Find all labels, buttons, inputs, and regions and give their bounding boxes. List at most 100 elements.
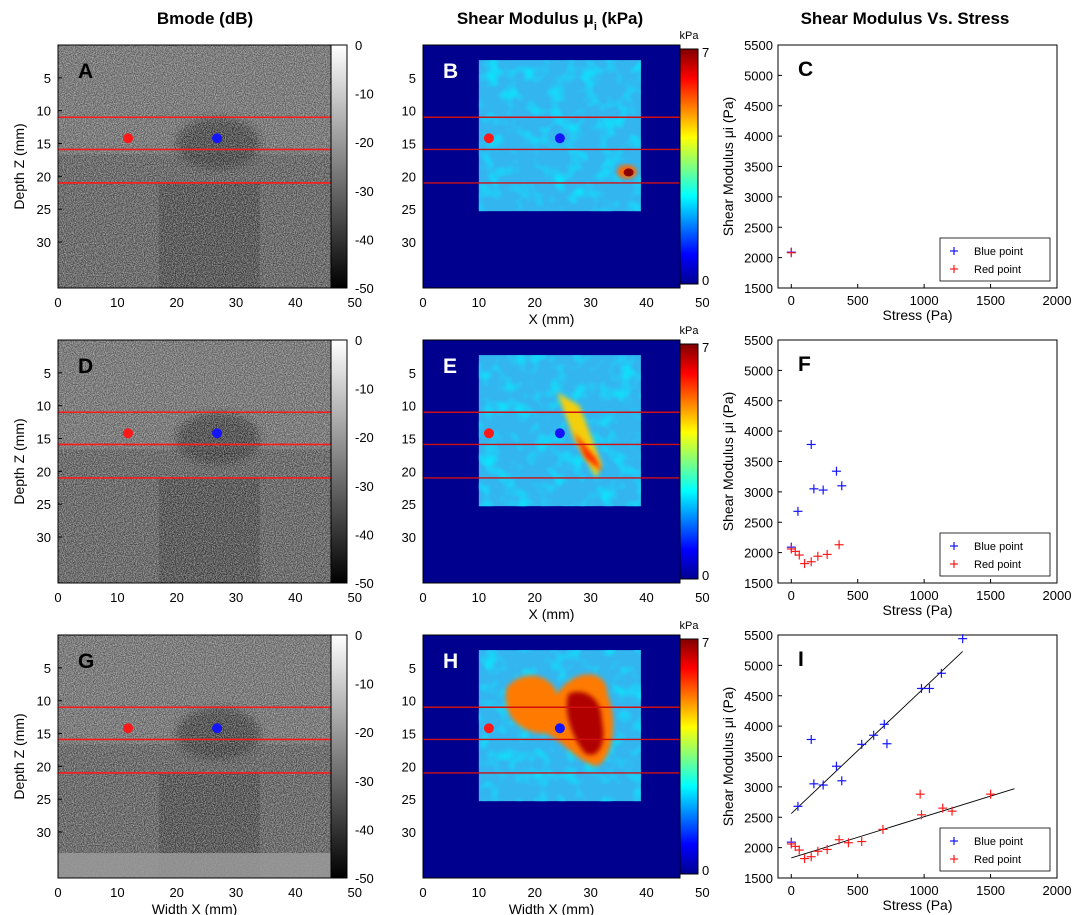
scatter-y-tick: 3000 [744, 190, 773, 205]
scatter-point [936, 668, 946, 678]
scatter-x-tick: 1500 [976, 588, 1005, 603]
shear-x-tick: 30 [583, 885, 597, 900]
scatter-point [790, 546, 800, 556]
shear-x-tick: 50 [695, 295, 709, 310]
bmode-y-tick: 10 [37, 399, 51, 414]
shear-y-tick: 10 [402, 694, 416, 709]
bmode-colorbar-tick: -10 [355, 87, 374, 102]
scatter-point [806, 852, 816, 862]
shear-y-tick: 30 [402, 530, 416, 545]
shear-x-tick: 40 [639, 885, 653, 900]
panel-letter: E [443, 355, 457, 378]
scatter-x-tick: 0 [788, 588, 795, 603]
scatter-y-tick: 3500 [744, 455, 773, 470]
scatter-point [843, 838, 853, 848]
bmode-y-tick: 25 [37, 792, 51, 807]
bmode-y-tick: 25 [37, 202, 51, 217]
scatter-point [882, 739, 892, 749]
panel-letter: G [78, 650, 94, 673]
bmode-y-label: Depth Z (mm) [11, 123, 27, 209]
scatter-point [809, 779, 819, 789]
bmode-x-tick: 0 [54, 590, 61, 605]
scatter-y-label: Shear Modulus μi (Pa) [720, 97, 736, 237]
scatter-point [879, 719, 889, 729]
bmode-y-tick: 20 [37, 464, 51, 479]
scatter-point [837, 481, 847, 491]
bmode-y-tick: 30 [37, 825, 51, 840]
shear-colorbar-tick-max: 7 [702, 45, 709, 60]
scatter-x-tick: 500 [847, 883, 869, 898]
bmode-x-tick: 40 [288, 295, 302, 310]
bmode-x-tick: 10 [110, 590, 124, 605]
legend-label: Blue point [974, 246, 1023, 258]
scatter-y-tick: 4500 [744, 99, 773, 114]
bmode-x-tick: 30 [229, 590, 243, 605]
bmode-colorbar-tick: -10 [355, 677, 374, 692]
shear-colorbar [679, 343, 699, 580]
shear-red-point [483, 723, 494, 734]
panel-letter: B [443, 60, 458, 83]
bmode-x-tick: 50 [348, 590, 362, 605]
bmode-x-tick: 10 [110, 885, 124, 900]
title-shear-main: Shear Modulus μ [457, 9, 594, 28]
bmode-blue-point [212, 133, 223, 144]
title-shear-unit: (kPa) [597, 9, 643, 28]
bmode-y-tick: 25 [37, 497, 51, 512]
bmode-y-tick: 5 [44, 661, 51, 676]
bmode-x-tick: 20 [169, 295, 183, 310]
scatter-y-tick: 2000 [744, 251, 773, 266]
legend-label: Red point [974, 854, 1021, 866]
scatter-point [916, 810, 926, 820]
bmode-x-tick: 20 [169, 590, 183, 605]
bmode-blue-point [212, 723, 223, 734]
shear-colorbar-tick-max: 7 [702, 635, 709, 650]
scatter-x-tick: 2000 [1043, 588, 1072, 603]
scatter-point [813, 846, 823, 856]
scatter-y-tick: 2000 [744, 546, 773, 561]
scatter-y-tick: 4000 [744, 129, 773, 144]
bmode-x-tick: 50 [348, 885, 362, 900]
scatter-x-tick: 0 [788, 293, 795, 308]
shear-y-tick: 10 [402, 104, 416, 119]
shear-x-tick: 0 [419, 295, 426, 310]
shear-y-tick: 30 [402, 235, 416, 250]
legend-label: Red point [974, 264, 1021, 276]
scatter-point [822, 844, 832, 854]
scatter-x-label: Stress (Pa) [882, 602, 952, 618]
bmode-x-tick: 40 [288, 590, 302, 605]
scatter-x-tick: 2000 [1043, 883, 1072, 898]
bmode-y-tick: 5 [44, 366, 51, 381]
scatter-fit-line [791, 788, 1015, 859]
bmode-x-tick: 30 [229, 885, 243, 900]
scatter-legend [939, 827, 1051, 872]
scatter-y-tick: 2500 [744, 220, 773, 235]
scatter-y-tick: 5500 [744, 333, 773, 348]
shear-x-tick: 10 [472, 590, 486, 605]
bmode-y-label: Depth Z (mm) [11, 713, 27, 799]
scatter-point [793, 506, 803, 516]
scatter-y-tick: 5500 [744, 38, 773, 53]
shear-x-tick: 20 [528, 590, 542, 605]
bmode-colorbar [330, 634, 348, 879]
scatter-x-label: Stress (Pa) [882, 307, 952, 323]
shear-colorbar-tick-min: 0 [702, 273, 709, 288]
scatter-y-tick: 5000 [744, 68, 773, 83]
scatter-point [916, 683, 926, 693]
shear-colorbar-tick-max: 7 [702, 340, 709, 355]
scatter-x-tick: 2000 [1043, 293, 1072, 308]
scatter-point [818, 485, 828, 495]
scatter-point [857, 837, 867, 847]
scatter-y-label: Shear Modulus μi (Pa) [720, 392, 736, 532]
scatter-point [806, 557, 816, 567]
shear-y-tick: 15 [402, 432, 416, 447]
shear-stiff-regions [616, 164, 637, 179]
bmode-colorbar-tick: -20 [355, 725, 374, 740]
scatter-y-tick: 3500 [744, 750, 773, 765]
shear-y-tick: 10 [402, 399, 416, 414]
legend-label: Red point [974, 559, 1021, 571]
scatter-y-tick: 2000 [744, 841, 773, 856]
shear-y-tick: 20 [402, 759, 416, 774]
